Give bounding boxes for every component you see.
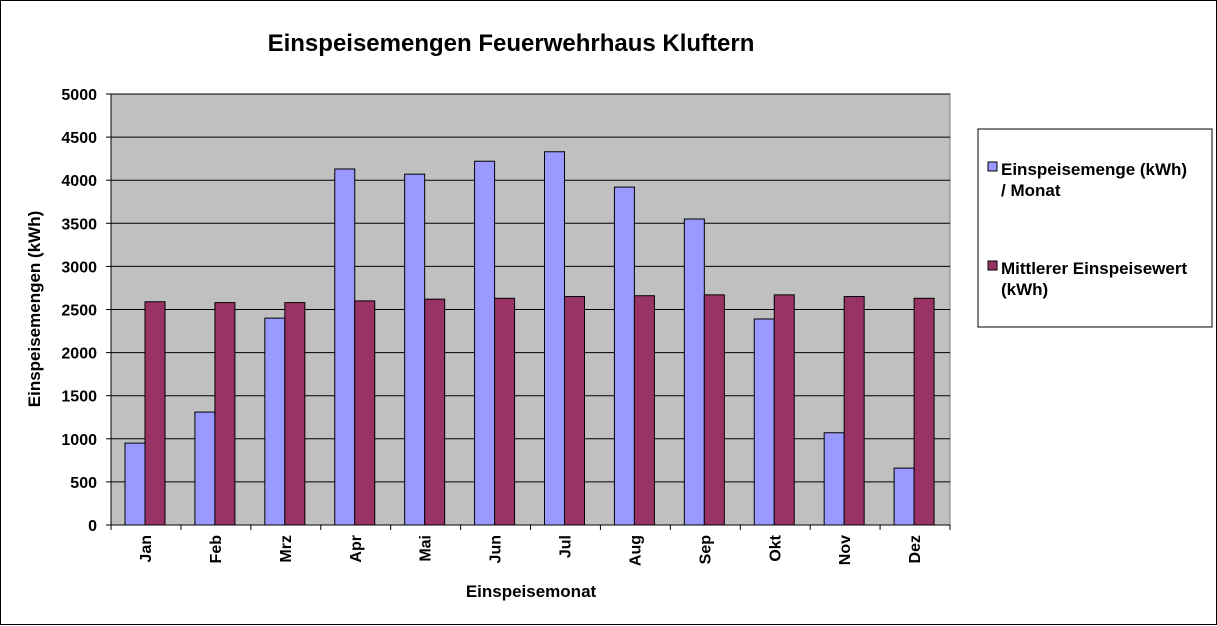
bar-mittlerer-wert-dez [913,297,935,526]
bars [124,151,935,526]
y-tick-label: 1500 [61,389,97,406]
x-tick-label: Aug [627,535,644,566]
bar-einspeisemenge-jul [544,151,565,526]
y-tick-label: 2000 [61,346,97,363]
bar-einspeisemenge-nov [823,432,845,526]
x-tick-label: Nov [837,535,854,565]
legend-label: Einspeisemenge (kWh) [1001,160,1187,179]
x-tick-label: Apr [348,535,365,563]
y-tick-label: 5000 [61,87,97,104]
bar-mittlerer-wert-apr [354,300,376,526]
y-tick-label: 3500 [61,216,97,233]
bar-einspeisemenge-feb [194,411,216,526]
legend-box [977,128,1213,328]
x-axis-label: Einspeisemonat [466,582,597,601]
x-axis-ticks: Jan Feb Mrz Apr Mai Jun Jul Aug Sep Okt Nov Dez [110,525,951,566]
x-tick-label: Dez [907,535,924,563]
bar-einspeisemenge-jan [124,442,146,526]
bar-einspeisemenge-mai [404,173,426,526]
legend-swatch [987,260,998,271]
x-tick-label: Jan [138,535,155,563]
bar-einspeisemenge-okt [753,318,775,526]
bar-mittlerer-wert-jun [494,297,516,526]
y-tick-label: 3000 [61,259,97,276]
bar-mittlerer-wert-mai [424,298,446,526]
bar-mittlerer-wert-nov [843,296,865,526]
y-axis-ticks: 0 500 1000 1500 2000 2500 3000 3500 4000 4500 5000 [61,87,111,535]
bar-mittlerer-wert-jan [144,301,166,526]
bar-mittlerer-wert-aug [633,295,655,526]
bar-mittlerer-wert-sep [703,294,725,526]
bar-mittlerer-wert-feb [214,302,236,526]
legend-swatch [987,161,998,172]
legend: Einspeisemenge (kWh) / Monat Mittlerer Ein… [977,128,1213,328]
y-tick-label: 4500 [61,130,97,147]
bar-einspeisemenge-jun [474,160,496,526]
bar-einspeisemenge-apr [334,168,356,526]
chart-title: Einspeisemengen Feuerwehrhaus Kluftern [268,30,755,57]
y-tick-label: 500 [70,475,97,492]
legend-label: / Monat [1001,181,1061,200]
x-tick-label: Okt [767,534,784,561]
y-tick-label: 0 [88,518,97,535]
bar-mittlerer-wert-mrz [284,302,306,526]
x-tick-label: Sep [697,535,714,565]
y-tick-label: 1000 [61,432,97,449]
y-tick-label: 2500 [61,303,97,320]
bar-mittlerer-wert-okt [773,294,795,526]
bar-einspeisemenge-sep [683,218,705,526]
bar-einspeisemenge-mrz [264,317,286,526]
x-tick-label: Feb [208,535,225,564]
legend-label: Mittlerer Einspeisewert [1001,259,1187,278]
x-tick-label: Mai [418,535,435,562]
x-tick-label: Jul [558,535,575,558]
legend-label: (kWh) [1001,280,1048,299]
bar-einspeisemenge-dez [893,467,915,526]
x-tick-label: Jun [488,535,505,563]
bar-mittlerer-wert-jul [564,296,585,526]
x-tick-label: Mrz [278,535,295,563]
y-axis-label: Einspeisemengen (kWh) [25,211,44,407]
gridlines [111,93,950,483]
bar-einspeisemenge-aug [613,186,635,526]
y-tick-label: 4000 [61,173,97,190]
